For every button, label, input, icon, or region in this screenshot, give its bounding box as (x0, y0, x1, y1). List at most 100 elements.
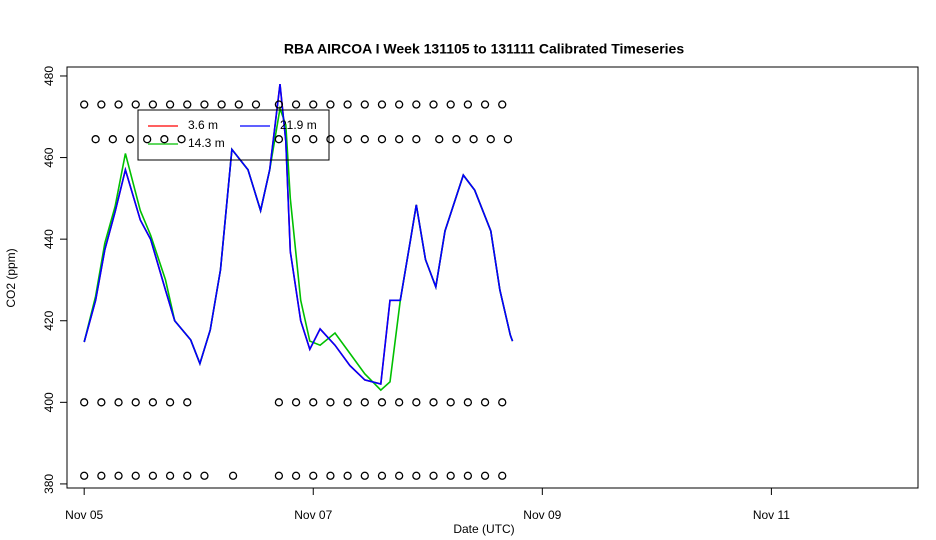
flag-point (291, 100, 301, 109)
flag-point (309, 471, 318, 480)
flag-point (435, 135, 444, 144)
flag-point (274, 100, 284, 109)
flag-point (97, 100, 106, 109)
y-axis-label: CO2 (ppm) (4, 248, 18, 307)
chart-title: RBA AIRCOA I Week 131105 to 131111 Calib… (284, 41, 684, 57)
flag-point (395, 100, 404, 109)
legend-label: 21.9 m (280, 118, 317, 132)
flag-point (498, 398, 507, 407)
flag-point (395, 398, 404, 407)
flag-point (343, 100, 352, 109)
flag-point (343, 398, 352, 407)
flag-point (274, 135, 284, 144)
y-tick-label: 460 (42, 147, 56, 167)
flag-point (160, 135, 169, 144)
flag-point (114, 471, 123, 480)
flag-point (429, 471, 438, 480)
y-tick-label: 480 (42, 66, 56, 86)
flag-point (326, 471, 335, 480)
flag-point (326, 135, 335, 144)
flag-point (498, 100, 507, 109)
flag-point (177, 135, 186, 144)
flag-point (228, 471, 238, 480)
x-tick-label: Nov 07 (294, 508, 332, 522)
flag-point (377, 398, 387, 407)
flag-point (395, 471, 404, 480)
flag-point (309, 100, 318, 109)
flag-point (469, 135, 478, 144)
x-tick-label: Nov 09 (523, 508, 561, 522)
flag-point (503, 135, 513, 144)
flag-point (183, 471, 192, 480)
flag-point (463, 471, 473, 480)
flag-point (326, 100, 335, 109)
flag-point (131, 471, 140, 480)
flag-point (97, 471, 106, 480)
flag-point (412, 135, 421, 144)
y-tick-label: 400 (42, 392, 56, 412)
flag-point (395, 135, 404, 144)
flag-point (343, 471, 352, 480)
flag-point (274, 471, 284, 480)
flag-point (200, 100, 209, 109)
flag-point (446, 471, 455, 480)
flag-point (148, 471, 158, 480)
flag-point (452, 135, 461, 144)
flag-point (234, 100, 243, 109)
flag-point (412, 471, 421, 480)
flag-point (97, 398, 106, 407)
flag-point (429, 398, 438, 407)
flag-point (80, 471, 89, 480)
flag-point (148, 398, 158, 407)
series-line (83, 105, 514, 392)
flag-point (131, 100, 140, 109)
flag-point (446, 398, 455, 407)
flag-point (412, 100, 421, 109)
flag-point (148, 100, 158, 109)
series-line (83, 84, 514, 386)
flag-point (360, 135, 369, 144)
flag-point (309, 398, 318, 407)
flag-point (165, 471, 175, 480)
flag-point (377, 471, 387, 480)
flag-point (377, 135, 387, 144)
flag-point (291, 398, 301, 407)
flag-point (200, 471, 209, 480)
y-tick-label: 420 (42, 310, 56, 330)
flag-point (80, 100, 89, 109)
flag-point (486, 135, 495, 144)
flag-point (183, 398, 192, 407)
flag-point (91, 135, 100, 144)
flag-point (463, 398, 473, 407)
plot-frame (66, 66, 919, 489)
flag-point (80, 398, 89, 407)
legend-box (137, 109, 330, 161)
flag-point (360, 471, 369, 480)
flag-point (326, 398, 335, 407)
flag-point (125, 135, 135, 144)
flag-point (360, 398, 369, 407)
flag-point (165, 398, 175, 407)
flag-point (446, 100, 455, 109)
flag-point (114, 100, 123, 109)
x-tick-label: Nov 05 (65, 508, 103, 522)
x-axis-label: Date (UTC) (453, 522, 514, 536)
flag-point (291, 135, 301, 144)
flag-point (114, 398, 123, 407)
flag-point (429, 100, 438, 109)
flag-point (217, 100, 226, 109)
flag-point (251, 100, 261, 109)
flag-point (377, 100, 387, 109)
y-tick-label: 440 (42, 229, 56, 249)
flag-point (480, 471, 490, 480)
y-tick-label: 380 (42, 474, 56, 494)
flag-point (309, 135, 318, 144)
flag-point (143, 135, 152, 144)
flag-point (360, 100, 369, 109)
legend-label: 14.3 m (188, 136, 225, 150)
x-tick-label: Nov 11 (753, 508, 790, 522)
flag-point (480, 100, 490, 109)
flag-point (274, 398, 284, 407)
flag-point (480, 398, 490, 407)
